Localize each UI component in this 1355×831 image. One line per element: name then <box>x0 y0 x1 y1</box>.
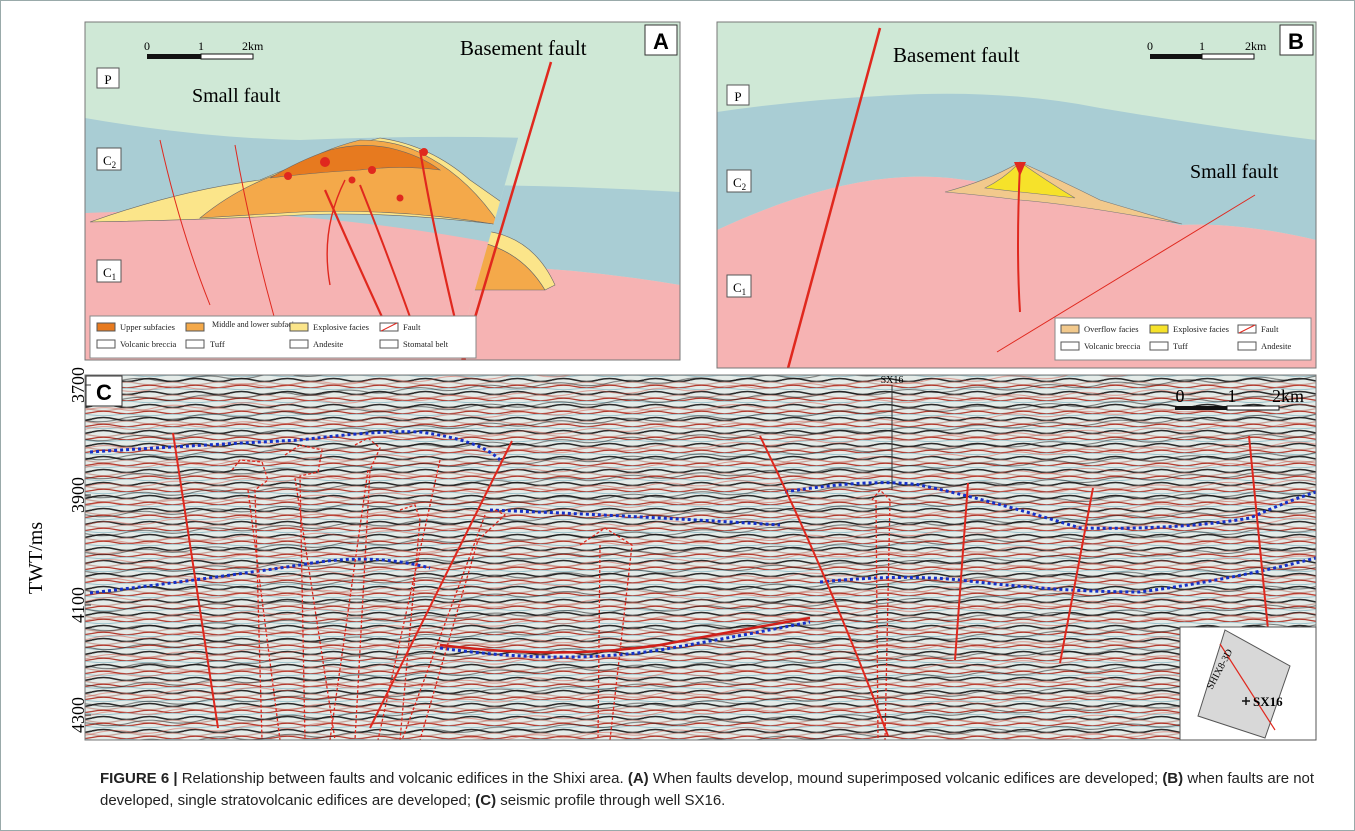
scale-label: 2km <box>1272 386 1304 406</box>
caption-text: When faults develop, mound superimposed … <box>653 770 1158 787</box>
shape <box>201 54 253 59</box>
legend-a: Upper subfacies Middle and lower subfaci… <box>90 316 476 358</box>
shape <box>186 340 204 348</box>
shape <box>1061 325 1079 333</box>
caption-title: Relationship between faults and volcanic… <box>182 770 624 787</box>
shape <box>1150 54 1202 59</box>
panel-label: C <box>96 380 112 405</box>
legend-label: Overflow facies <box>1084 324 1139 334</box>
shape <box>97 340 115 348</box>
layer-base: C <box>103 153 112 168</box>
layer-sub: 1 <box>742 287 747 297</box>
layer-base: C <box>733 175 742 190</box>
annotation: Basement fault <box>893 43 1020 67</box>
location-inset: SHIX8-3D SX16 <box>1180 627 1316 740</box>
shape <box>85 375 1316 740</box>
page: Figure 6 html, body { margin: 0; padding… <box>0 0 1355 831</box>
shape <box>1202 54 1254 59</box>
caption: FIGURE 6 | Relationship between faults a… <box>100 768 1325 812</box>
shape <box>186 323 204 331</box>
scale-label: 2km <box>242 39 264 53</box>
shape <box>349 177 356 184</box>
shape <box>368 166 376 174</box>
layer-label: P <box>104 72 111 87</box>
legend-label: Tuff <box>1173 341 1188 351</box>
scale-label: 0 <box>1176 386 1185 406</box>
scale-label: 2km <box>1245 39 1267 53</box>
layer-sub: 2 <box>742 182 747 192</box>
shape <box>1061 342 1079 350</box>
legend-label: Andesite <box>1261 341 1291 351</box>
y-axis-label: TWT/ms <box>25 522 47 594</box>
panel-label: A <box>653 29 669 54</box>
seismic-profile <box>85 375 1316 740</box>
figure: A 0 1 2km P C2 C1 Small fault Basement f… <box>0 0 1355 760</box>
legend-label: Explosive facies <box>313 322 369 332</box>
shape <box>1150 342 1168 350</box>
caption-ref: (A) <box>628 770 649 787</box>
scale-label: 1 <box>198 39 204 53</box>
shape <box>147 54 201 59</box>
legend-label: Andesite <box>313 339 343 349</box>
inset-well-label: SX16 <box>1253 694 1283 709</box>
annotation: Small fault <box>192 85 281 107</box>
layer-label: P <box>734 89 741 104</box>
well-label: SX16 <box>881 375 904 386</box>
layer-sub: 1 <box>112 272 117 282</box>
shape <box>320 157 330 167</box>
legend-label: Volcanic breccia <box>1084 341 1140 351</box>
annotation: Small fault <box>1190 161 1279 183</box>
caption-ref: (C) <box>475 792 496 809</box>
legend-label: Fault <box>403 322 421 332</box>
legend-label: Upper subfacies <box>120 322 175 332</box>
shape <box>290 340 308 348</box>
panel-label: B <box>1288 29 1304 54</box>
legend-label: Tuff <box>210 339 225 349</box>
shape <box>290 323 308 331</box>
shape <box>397 195 404 202</box>
layer-base: C <box>103 265 112 280</box>
shape <box>380 340 398 348</box>
shape <box>420 148 428 156</box>
figure-label: FIGURE 6 | <box>100 770 178 787</box>
legend-label: Stomatal belt <box>403 339 449 349</box>
scale-label: 1 <box>1199 39 1205 53</box>
shape <box>1175 406 1227 410</box>
page-body: { "figure": { "panel_a": { "label": "A",… <box>0 0 1355 831</box>
shape <box>284 172 292 180</box>
caption-ref: (B) <box>1162 770 1183 787</box>
caption-text: seismic profile through well SX16. <box>500 792 725 809</box>
annotation: Basement fault <box>460 36 587 60</box>
legend-label: Explosive facies <box>1173 324 1229 334</box>
legend-b: Overflow facies Explosive facies Fault V… <box>1055 318 1311 360</box>
shape <box>1150 325 1168 333</box>
scale-label: 0 <box>1147 39 1153 53</box>
shape <box>97 323 115 331</box>
layer-sub: 2 <box>112 160 117 170</box>
legend-label: Fault <box>1261 324 1279 334</box>
layer-base: C <box>733 280 742 295</box>
shape <box>1227 406 1279 410</box>
shape <box>1238 342 1256 350</box>
scale-label: 1 <box>1228 386 1237 406</box>
scale-label: 0 <box>144 39 150 53</box>
legend-label: Middle and lower subfacies <box>212 320 301 329</box>
legend-label: Volcanic breccia <box>120 339 176 349</box>
